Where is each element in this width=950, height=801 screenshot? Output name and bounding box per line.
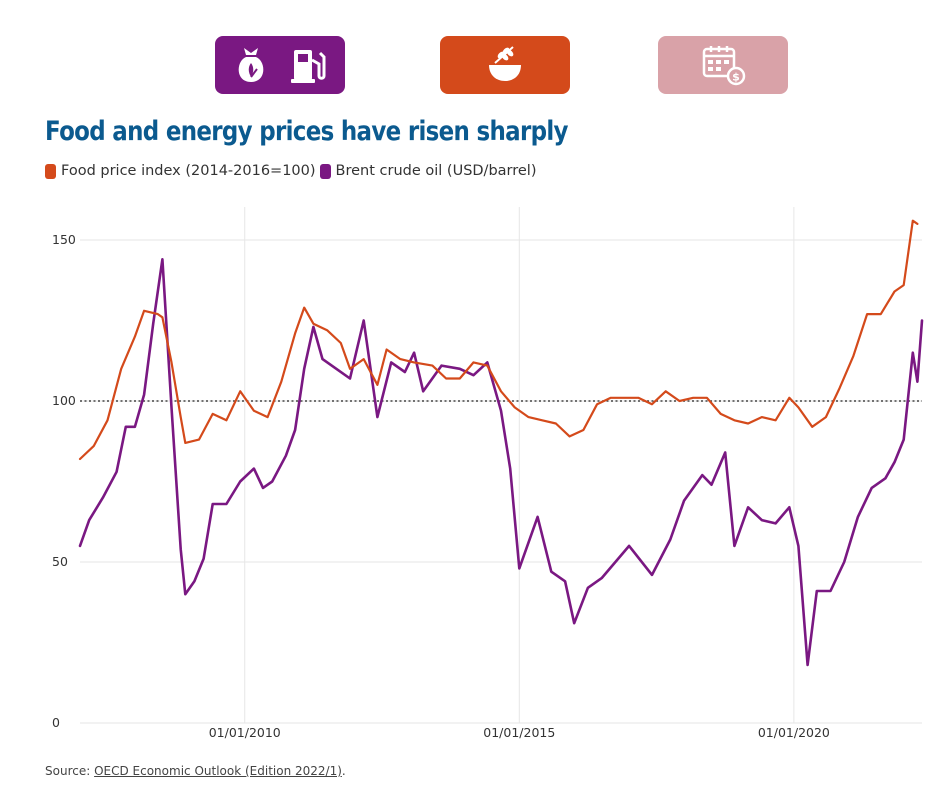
y-tick-label-1: 50 — [52, 554, 68, 569]
tab-food[interactable] — [440, 36, 570, 94]
line-chart: 0 50 100 150 01/01/2010 01/01/2015 01/01/2020 — [52, 207, 924, 740]
legend-item-oil[interactable]: Brent crude oil (USD/barrel) — [319, 163, 537, 179]
axis-labels: 0 50 100 150 01/01/2010 01/01/2015 01/01/2020 — [52, 232, 830, 740]
calendar-dollar-icon: $ — [702, 46, 746, 86]
y-tick-label-2: 100 — [52, 393, 76, 408]
legend-swatch-food — [45, 163, 56, 179]
fuel-pump-icon — [291, 50, 326, 83]
svg-text:$: $ — [732, 71, 740, 84]
tab-energy[interactable] — [215, 36, 345, 94]
chart-legend: Food price index (2014-2016=100) Brent c… — [45, 163, 541, 179]
series-line-brent-oil — [78, 258, 924, 667]
legend-label-food: Food price index (2014-2016=100) — [61, 163, 316, 179]
wheat-bowl-icon — [489, 46, 521, 81]
legend-item-food[interactable]: Food price index (2014-2016=100) — [45, 163, 316, 179]
source-note: Source: OECD Economic Outlook (Edition 2… — [45, 764, 346, 778]
x-tick-label-0: 01/01/2010 — [209, 725, 281, 740]
x-tick-label-1: 01/01/2015 — [483, 725, 555, 740]
series-line-food-price-index — [78, 219, 919, 461]
source-prefix: Source: — [45, 764, 95, 778]
x-tick-label-2: 01/01/2020 — [758, 725, 830, 740]
source-suffix: . — [341, 764, 346, 778]
tab-calendar[interactable]: $ — [658, 36, 788, 94]
legend-swatch-oil — [319, 163, 331, 179]
series-layer — [78, 219, 924, 667]
chart-title: Food and energy prices have risen sharpl… — [45, 116, 568, 147]
grain-sack-icon — [238, 48, 264, 82]
grid-lines — [80, 207, 922, 724]
y-tick-label-0: 0 — [52, 715, 60, 730]
source-link[interactable]: OECD Economic Outlook (Edition 2022/1) — [94, 764, 342, 778]
y-tick-label-3: 150 — [52, 232, 76, 247]
legend-label-oil: Brent crude oil (USD/barrel) — [335, 163, 537, 179]
